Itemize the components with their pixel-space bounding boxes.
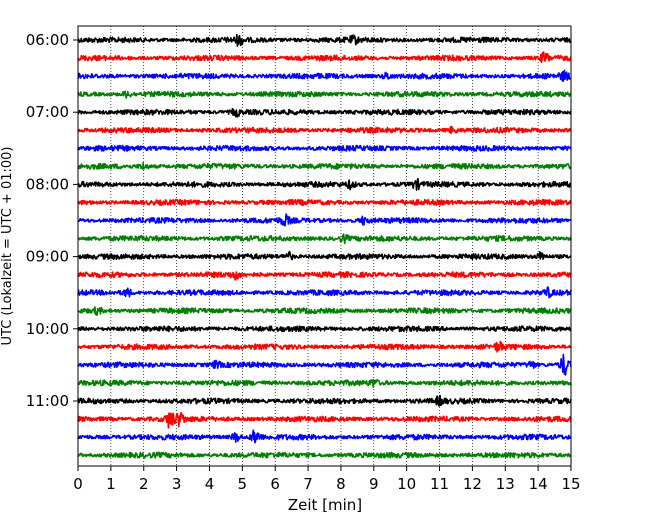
plot-frame <box>77 25 572 467</box>
x-tick-label: 13 <box>496 475 515 493</box>
y-axis-ticks: 06:00 07:00 08:00 09:00 10:00 11:00 <box>26 31 78 410</box>
seismogram-trace <box>77 250 572 261</box>
x-tick-label: 10 <box>397 475 416 493</box>
x-tick-label: 4 <box>205 475 215 493</box>
seismogram-trace <box>77 353 572 376</box>
x-axis-ticks: 0 1 2 3 4 5 6 7 8 9 10 11 12 13 14 15 <box>73 466 581 493</box>
seismogram-trace <box>77 33 572 47</box>
seismogram-trace <box>77 90 572 99</box>
chart-grid <box>110 26 539 466</box>
y-tick-label: 06:00 <box>26 31 69 49</box>
seismogram-trace <box>77 394 572 407</box>
seismogram-trace <box>77 107 572 118</box>
y-tick-label: 08:00 <box>26 175 69 193</box>
y-axis-title: UTC (Lokalzeit = UTC + 01:00) <box>0 147 15 346</box>
x-tick-label: 8 <box>336 475 346 493</box>
y-tick-label: 10:00 <box>26 320 69 338</box>
x-tick-label: 1 <box>106 475 116 493</box>
x-tick-label: 2 <box>139 475 149 493</box>
seismogram-trace <box>77 144 572 152</box>
seismogram-trace <box>77 325 572 333</box>
seismogram-trace <box>77 306 572 316</box>
seismogram-trace <box>77 125 572 135</box>
seismogram-trace <box>77 451 572 459</box>
seismogram-trace <box>77 286 572 299</box>
seismogram-traces <box>77 33 572 459</box>
seismogram-trace <box>77 162 572 170</box>
seismogram-trace <box>77 213 572 227</box>
seismogram-trace <box>77 429 572 444</box>
seismogram-trace <box>77 340 572 353</box>
seismogram-trace <box>77 411 572 429</box>
seismogram-trace <box>77 51 572 64</box>
x-tick-label: 5 <box>238 475 248 493</box>
y-tick-label: 09:00 <box>26 248 69 266</box>
x-tick-label: 14 <box>529 475 548 493</box>
x-tick-label: 11 <box>430 475 449 493</box>
x-tick-label: 0 <box>73 475 83 493</box>
y-tick-label: 07:00 <box>26 103 69 121</box>
x-tick-label: 9 <box>369 475 379 493</box>
x-tick-label: 3 <box>172 475 182 493</box>
y-tick-label: 11:00 <box>26 392 69 410</box>
seismogram-trace <box>77 69 572 82</box>
seismogram-trace <box>77 178 572 191</box>
x-axis-title: Zeit [min] <box>288 496 362 514</box>
seismogram-trace <box>77 378 572 388</box>
x-tick-label: 6 <box>270 475 280 493</box>
x-tick-label: 15 <box>561 475 580 493</box>
seismogram-trace <box>77 271 572 281</box>
x-tick-label: 7 <box>303 475 313 493</box>
seismogram-trace <box>77 233 572 245</box>
x-tick-label: 12 <box>463 475 482 493</box>
seismogram-trace <box>77 198 572 206</box>
